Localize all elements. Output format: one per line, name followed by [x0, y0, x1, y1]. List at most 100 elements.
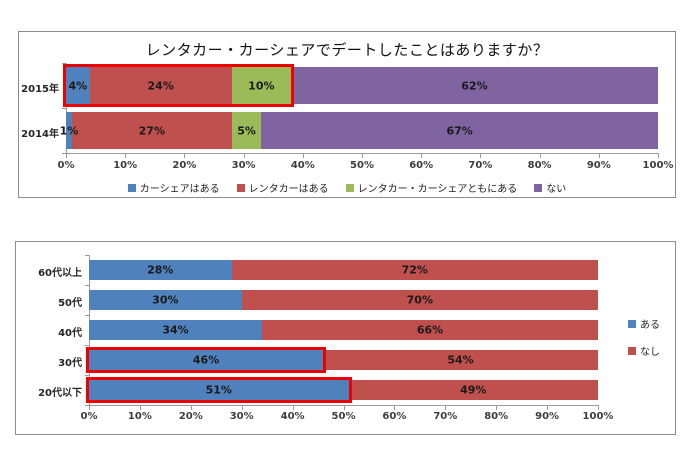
bar-segment-なし: 49% [348, 380, 598, 400]
axis-tick [421, 154, 423, 158]
bar-segment-なし: 70% [241, 290, 598, 310]
bar-segment-ない: 62% [290, 67, 658, 104]
bar-value-label: 51% [205, 383, 232, 397]
axis-tick-label: 10% [127, 411, 152, 422]
bar-segment-カーシェアはある: 4% [66, 67, 90, 104]
bar-segment-ない: 67% [261, 112, 658, 149]
bar-value-label: 70% [406, 293, 433, 307]
axis-tick [598, 406, 599, 410]
axis-tick [292, 406, 294, 410]
category-axis-tick [85, 375, 89, 376]
bar-value-label: 24% [147, 79, 174, 92]
bar-segment-レンタカー・カーシェアともにある: 5% [231, 112, 262, 149]
category-axis-tick [62, 108, 66, 109]
axis-tick-label: 50% [350, 160, 374, 171]
category-label: 40代 [58, 328, 82, 339]
bar-value-label: 30% [152, 293, 179, 307]
legend-swatch [628, 319, 636, 328]
category-axis-tick [85, 345, 89, 346]
bar-value-label: 67% [446, 124, 473, 137]
bar-segment-レンタカー・カーシェアともにある: 10% [231, 67, 291, 104]
legend-swatch [345, 183, 354, 192]
bar-value-label: 46% [192, 353, 220, 367]
axis-tick [658, 154, 659, 158]
axis-tick [190, 406, 192, 410]
axis-tick-label: 60% [382, 411, 407, 422]
category-label: 20代以下 [38, 388, 82, 399]
category-axis-tick [62, 153, 66, 154]
axis-tick-label: 80% [484, 411, 509, 422]
axis-tick [445, 406, 447, 410]
category-axis-tick [85, 405, 89, 406]
axis-tick [343, 406, 345, 410]
legend-label: レンタカー・カーシェアともにある [357, 184, 518, 195]
category-axis-tick [62, 63, 66, 64]
legend: あるなし [628, 316, 660, 358]
bar-row-2014年: 1% 27% 5% 67% [60, 112, 658, 149]
axis-tick-label: 40% [280, 411, 305, 422]
category-label: 50代 [58, 298, 82, 309]
axis-tick-label: 50% [331, 411, 356, 422]
axis-tick-label: 20% [178, 411, 203, 422]
legend-item-ある: ある [628, 316, 660, 331]
axis-tick [539, 154, 541, 158]
axis-tick [302, 154, 304, 158]
axis-tick [480, 154, 482, 158]
legend-item-レンタカーはある: レンタカーはある [236, 180, 329, 195]
axis-tick-label: 100% [642, 160, 674, 171]
category-axis-tick [85, 285, 89, 286]
legend-swatch [534, 183, 543, 192]
bar-value-label: 72% [401, 263, 428, 277]
axis-tick-label: 30% [229, 411, 254, 422]
bar-row-2015年: 4% 24% 10% 62% [66, 67, 658, 104]
category-axis-tick [85, 255, 89, 256]
axis-tick-label: 90% [586, 160, 611, 171]
axis-tick-label: 70% [433, 411, 458, 422]
legend-label: カーシェアはある [139, 184, 220, 195]
legend-item-レンタカー・カーシェアともにある: レンタカー・カーシェアともにある [345, 180, 518, 195]
axis-tick-label: 40% [290, 160, 315, 171]
bar-value-label: 34% [162, 323, 189, 337]
bar-segment-カーシェアはある: 1% [60, 112, 78, 149]
legend-swatch [127, 183, 136, 192]
axis-tick [394, 406, 396, 410]
legend-item-なし: なし [628, 343, 660, 358]
bar-value-label: 10% [248, 79, 275, 92]
highlight-box [86, 347, 327, 373]
axis-tick [125, 154, 127, 158]
value-axis-line [66, 153, 659, 154]
legend-label: レンタカーはある [248, 184, 329, 195]
value-axis-line [89, 405, 599, 406]
category-label: 60代以上 [38, 268, 82, 279]
category-label: 2014年 [21, 128, 59, 140]
axis-tick [496, 406, 498, 410]
axis-tick-label: 0% [80, 411, 98, 422]
highlight-box [63, 64, 294, 107]
highlight-box [86, 377, 352, 403]
bar-value-label: 54% [447, 353, 474, 367]
legend-item-カーシェアはある: カーシェアはある [127, 180, 220, 195]
bar-value-label: 49% [460, 383, 487, 397]
axis-tick [89, 406, 90, 410]
bar-row-20代以下: 51% 49% [89, 380, 598, 400]
bar-segment-ある: 34% [89, 320, 263, 340]
axis-tick [243, 154, 245, 158]
bar-row-30代: 46% 54% [89, 350, 598, 370]
axis-tick [184, 154, 186, 158]
chart-title: レンタカー・カーシェアでデートしたことはありますか？ [145, 41, 549, 59]
axis-tick [241, 406, 243, 410]
bar-segment-ある: 28% [89, 260, 232, 280]
axis-tick-label: 10% [113, 160, 138, 171]
legend-label: ある [640, 320, 660, 331]
bar-row-50代: 30% 70% [89, 290, 598, 310]
bar-segment-ある: 51% [89, 380, 349, 400]
axis-tick-label: 0% [57, 160, 75, 171]
category-axis-line [66, 63, 67, 153]
bar-value-label: 66% [416, 323, 444, 337]
bar-value-label: 1% [59, 124, 79, 137]
axis-tick [139, 406, 141, 410]
bar-segment-なし: 54% [323, 350, 598, 370]
bar-segment-レンタカーはある: 24% [89, 67, 232, 104]
axis-tick-label: 90% [535, 411, 560, 422]
